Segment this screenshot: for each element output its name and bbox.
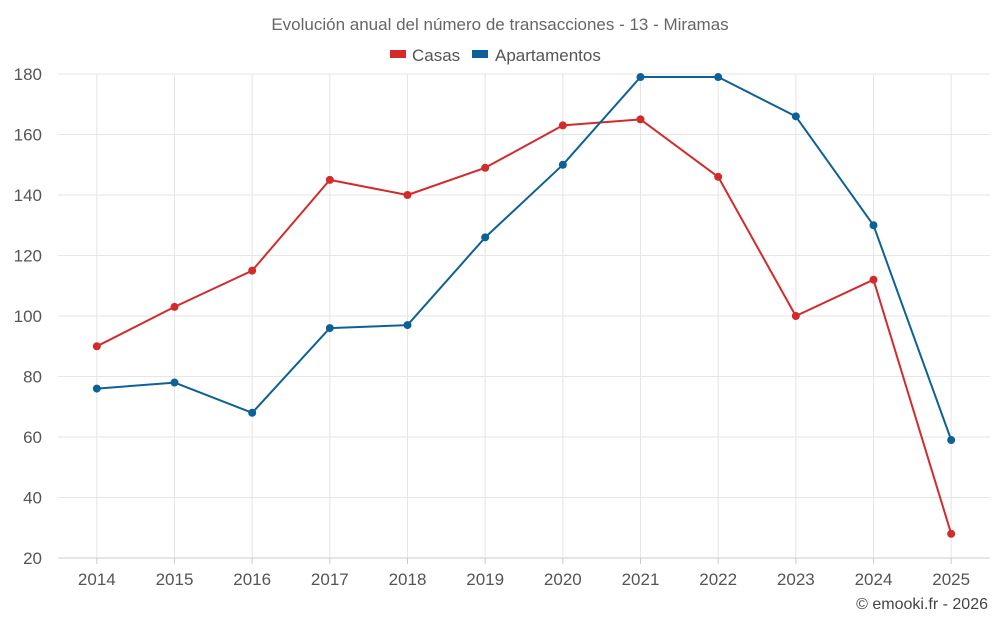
- data-point-apartamentos[interactable]: [481, 233, 490, 242]
- y-tick-label: 40: [23, 489, 42, 508]
- legend-swatch-apartamentos: [472, 50, 488, 58]
- data-point-apartamentos[interactable]: [325, 324, 334, 333]
- data-point-casas[interactable]: [92, 342, 101, 351]
- x-tick-label: 2015: [156, 570, 194, 589]
- x-tick-label: 2018: [389, 570, 427, 589]
- x-tick-label: 2023: [777, 570, 815, 589]
- y-tick-label: 180: [14, 65, 42, 84]
- data-point-casas[interactable]: [481, 163, 490, 172]
- credit-text: © emooki.fr - 2026: [856, 596, 988, 613]
- data-point-apartamentos[interactable]: [170, 378, 179, 387]
- data-point-casas[interactable]: [791, 312, 800, 320]
- y-tick-label: 80: [23, 368, 42, 387]
- x-tick-label: 2019: [466, 570, 504, 589]
- series-line-apartamentos: [96, 76, 953, 441]
- y-tick-label: 160: [14, 126, 42, 145]
- data-point-apartamentos[interactable]: [791, 112, 800, 121]
- data-point-apartamentos[interactable]: [636, 73, 645, 82]
- x-tick-label: 2017: [311, 570, 349, 589]
- series: [92, 73, 956, 538]
- y-tick-label: 20: [23, 549, 42, 568]
- chart-title: Evolución anual del número de transaccio…: [271, 15, 728, 34]
- x-tick-label: 2024: [855, 570, 893, 589]
- data-point-apartamentos[interactable]: [947, 436, 956, 445]
- x-tick-label: 2025: [932, 570, 970, 589]
- data-point-casas[interactable]: [869, 275, 878, 284]
- legend-swatch-casas: [390, 50, 406, 58]
- data-point-casas[interactable]: [248, 266, 257, 275]
- data-point-casas[interactable]: [636, 115, 645, 124]
- data-point-apartamentos[interactable]: [869, 221, 878, 230]
- data-point-apartamentos[interactable]: [92, 384, 101, 393]
- data-point-casas[interactable]: [170, 302, 179, 311]
- data-point-casas[interactable]: [403, 191, 412, 199]
- legend: Casas Apartamentos: [390, 46, 601, 65]
- x-tick-label: 2021: [622, 570, 660, 589]
- y-tick-label: 120: [14, 247, 42, 266]
- data-point-apartamentos[interactable]: [248, 408, 257, 417]
- grid: [58, 73, 990, 559]
- x-tick-label: 2022: [699, 570, 737, 589]
- data-point-apartamentos[interactable]: [714, 73, 723, 82]
- y-tick-label: 60: [23, 428, 42, 447]
- legend-label-apartamentos[interactable]: Apartamentos: [495, 46, 601, 65]
- data-point-casas[interactable]: [558, 121, 567, 130]
- data-point-casas[interactable]: [714, 172, 723, 181]
- legend-label-casas[interactable]: Casas: [412, 46, 460, 65]
- data-point-casas[interactable]: [947, 529, 956, 538]
- series-line-casas: [96, 118, 953, 535]
- y-tick-label: 100: [14, 307, 42, 326]
- data-point-apartamentos[interactable]: [403, 321, 412, 330]
- data-point-casas[interactable]: [325, 175, 334, 184]
- y-tick-label: 140: [14, 186, 42, 205]
- x-tick-label: 2014: [78, 570, 116, 589]
- axes: 20 40 60 80 100 120 140 160 180 2014 2015 2016 2017 2…: [14, 65, 990, 589]
- x-tick-label: 2020: [544, 570, 582, 589]
- x-tick-label: 2016: [233, 570, 271, 589]
- data-point-apartamentos[interactable]: [558, 160, 567, 169]
